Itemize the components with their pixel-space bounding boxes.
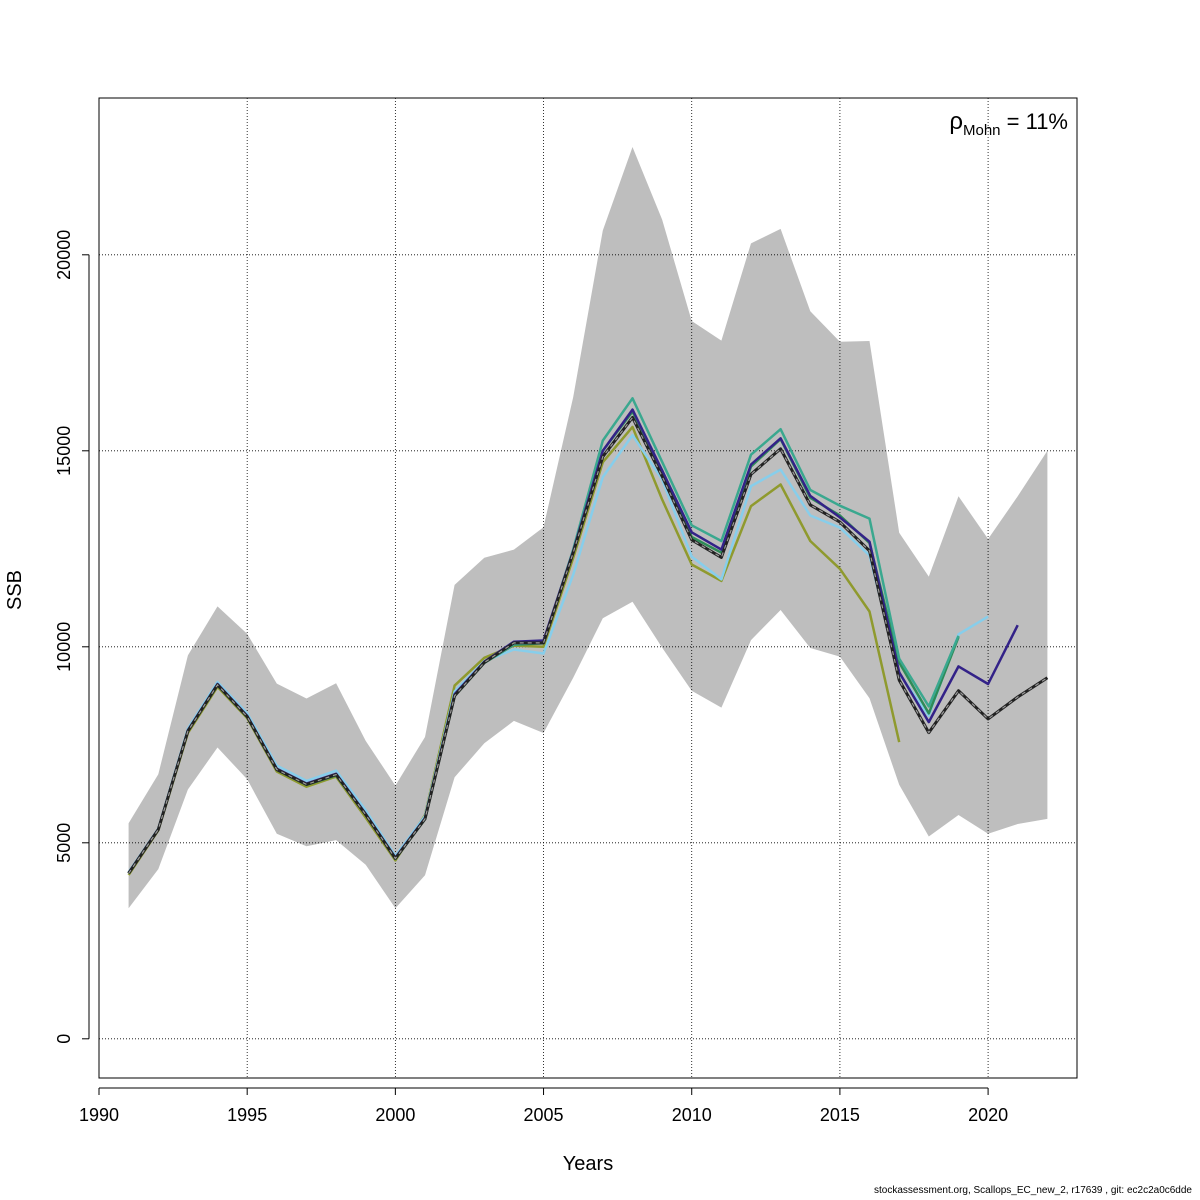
y-tick-label-10000: 10000: [54, 622, 74, 672]
rho-subscript: Mohn: [963, 122, 1001, 139]
x-tick-label-2000: 2000: [375, 1105, 415, 1125]
footer-credit: stockassessment.org, Scallops_EC_new_2, …: [874, 1185, 1192, 1196]
series-layer: [127, 397, 1049, 876]
series-line-6-dash: [128, 416, 1048, 874]
rho-mohn-annotation: ρMohn = 11%: [949, 108, 1068, 139]
y-tick-label-15000: 15000: [54, 426, 74, 476]
x-tick-label-2015: 2015: [820, 1105, 860, 1125]
x-tick-label-2010: 2010: [672, 1105, 712, 1125]
y-axis-title: SSB: [4, 570, 26, 610]
x-tick-label-2005: 2005: [524, 1105, 564, 1125]
rho-value: = 11%: [1001, 109, 1068, 134]
y-tick-label-5000: 5000: [54, 823, 74, 863]
rho-symbol: ρ: [949, 108, 963, 135]
x-tick-label-2020: 2020: [968, 1105, 1008, 1125]
x-tick-label-1990: 1990: [79, 1105, 119, 1125]
x-axis-title: Years: [563, 1153, 613, 1175]
series-line-2: [127, 433, 989, 873]
x-tick-label-1995: 1995: [227, 1105, 267, 1125]
axis-layer: 1990 1995 2000 2005 2010 2015 2020 0 5000 10000 15…: [54, 230, 1008, 1125]
plot-border: [98, 97, 1078, 1079]
y-tick-label-20000: 20000: [54, 230, 74, 280]
y-tick-label-0: 0: [54, 1034, 74, 1044]
